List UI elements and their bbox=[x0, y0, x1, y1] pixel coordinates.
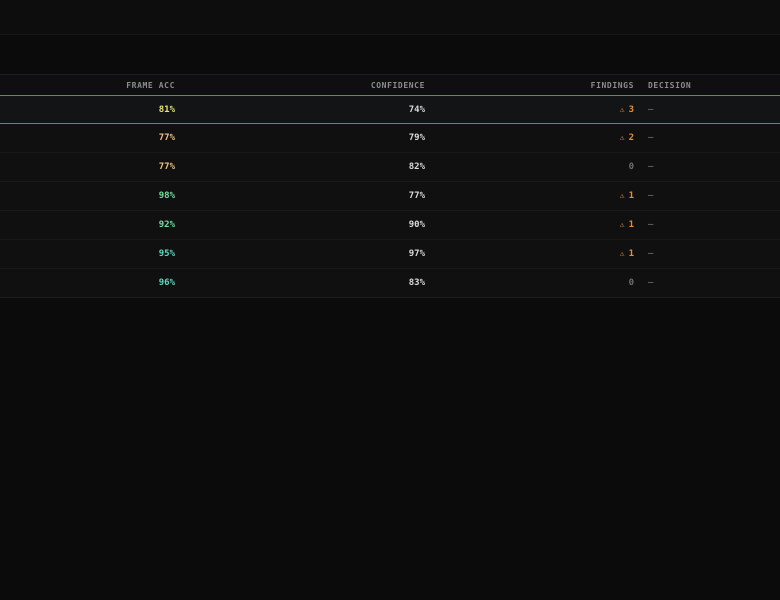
frame-acc-value: 92% bbox=[158, 220, 175, 230]
toolbar-area bbox=[0, 35, 780, 73]
table-row[interactable]: 77% 82% 0 — bbox=[0, 153, 780, 182]
findings-count: 1 bbox=[628, 220, 634, 230]
warning-icon: ⚠ bbox=[619, 249, 625, 258]
header-frame-acc[interactable]: FRAME ACC bbox=[126, 81, 175, 90]
decision-value[interactable]: — bbox=[648, 191, 654, 201]
confidence-value: 97% bbox=[408, 249, 425, 259]
top-bar bbox=[0, 0, 780, 35]
table-row[interactable]: 81% 74% ⚠ 3 — bbox=[0, 96, 780, 124]
confidence-value: 90% bbox=[408, 220, 425, 230]
findings-count: 0 bbox=[628, 162, 634, 172]
decision-value[interactable]: — bbox=[648, 249, 654, 259]
warning-icon: ⚠ bbox=[619, 133, 625, 142]
frame-acc-value: 77% bbox=[158, 162, 175, 172]
decision-value[interactable]: — bbox=[648, 105, 654, 115]
decision-value[interactable]: — bbox=[648, 220, 654, 230]
table-row[interactable]: 77% 79% ⚠ 2 — bbox=[0, 124, 780, 153]
warning-icon: ⚠ bbox=[619, 105, 625, 114]
frame-acc-value: 77% bbox=[158, 133, 175, 143]
table-row[interactable]: 98% 77% ⚠ 1 — bbox=[0, 182, 780, 211]
findings-count: 3 bbox=[628, 105, 634, 115]
confidence-value: 83% bbox=[408, 278, 425, 288]
table-row[interactable]: 95% 97% ⚠ 1 — bbox=[0, 240, 780, 269]
findings-cell[interactable]: 0 bbox=[629, 162, 634, 172]
warning-icon: ⚠ bbox=[619, 220, 625, 229]
decision-value[interactable]: — bbox=[648, 133, 654, 143]
findings-cell[interactable]: ⚠ 1 bbox=[620, 220, 634, 230]
decision-value[interactable]: — bbox=[648, 278, 654, 288]
findings-cell[interactable]: ⚠ 1 bbox=[620, 249, 634, 259]
decision-value[interactable]: — bbox=[648, 162, 654, 172]
frame-acc-value: 81% bbox=[158, 105, 175, 115]
frame-acc-value: 98% bbox=[158, 191, 175, 201]
findings-count: 0 bbox=[628, 278, 634, 288]
results-table: FRAME ACC CONFIDENCE FINDINGS DECISION 8… bbox=[0, 74, 780, 298]
findings-count: 2 bbox=[628, 133, 634, 143]
warning-icon: ⚠ bbox=[619, 191, 625, 200]
confidence-value: 74% bbox=[408, 105, 425, 115]
findings-count: 1 bbox=[628, 249, 634, 259]
confidence-value: 77% bbox=[408, 191, 425, 201]
findings-cell[interactable]: 0 bbox=[629, 278, 634, 288]
frame-acc-value: 95% bbox=[158, 249, 175, 259]
findings-count: 1 bbox=[628, 191, 634, 201]
table-row[interactable]: 92% 90% ⚠ 1 — bbox=[0, 211, 780, 240]
header-decision[interactable]: DECISION bbox=[648, 81, 692, 90]
table-header: FRAME ACC CONFIDENCE FINDINGS DECISION bbox=[0, 75, 780, 96]
confidence-value: 79% bbox=[408, 133, 425, 143]
findings-cell[interactable]: ⚠ 3 bbox=[620, 105, 634, 115]
findings-cell[interactable]: ⚠ 2 bbox=[620, 133, 634, 143]
header-findings[interactable]: FINDINGS bbox=[590, 81, 634, 90]
header-confidence[interactable]: CONFIDENCE bbox=[370, 81, 425, 90]
findings-cell[interactable]: ⚠ 1 bbox=[620, 191, 634, 201]
frame-acc-value: 96% bbox=[158, 278, 175, 288]
table-row[interactable]: 96% 83% 0 — bbox=[0, 269, 780, 297]
confidence-value: 82% bbox=[408, 162, 425, 172]
